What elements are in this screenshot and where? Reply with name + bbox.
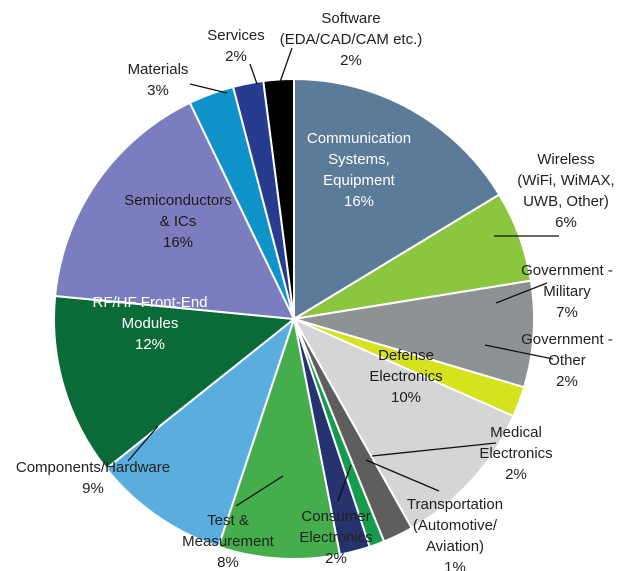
slice-value-label: 6% [555,214,577,231]
slice-value-label: 9% [82,480,104,497]
slice-name-label: Wireless [537,151,595,168]
slice-name-label: (Automotive/ [413,517,498,534]
pie-slice-test-measurement [217,315,342,560]
slice-name-label: Other [548,352,586,369]
slice-value-label: 2% [505,466,527,483]
slice-label-communication-systems-equipment: Communication Systems, Equipment 16% [307,130,411,210]
slice-name-label: Medical [490,424,542,441]
pie-slice-semiconductors-ics [54,101,296,321]
slice-name-label: Aviation) [426,538,484,555]
slice-name-label: Electronics [299,529,372,546]
leader-line-test-measurement [235,475,284,507]
slice-label-rf-hf-front-end-modules: RF/HF Front-End Modules 12% [92,294,207,353]
slice-name-label: UWB, Other) [523,193,609,210]
slice-name-label: Electronics [479,445,552,462]
slice-name-label: Consumer [301,508,370,525]
slice-name-label: Systems, [328,151,390,168]
slice-name-label: Electronics [369,368,442,385]
slice-label-materials: Materials 3% [128,61,189,99]
slice-name-label: Government - [521,262,613,279]
slice-labels: Communication Systems, Equipment 16% Wireles… [16,10,615,571]
slice-name-label: Government - [521,331,613,348]
slice-name-label: Modules [122,315,179,332]
pie-slice-government-military [293,279,535,389]
pie-slice-software-eda-cad-cam-etc [262,77,295,320]
slice-label-semiconductors-ics: Semiconductors & ICs 16% [124,192,232,251]
slice-name-label: Software [321,10,380,27]
slice-label-consumer-electronics: Consumer Electronics 2% [299,508,372,567]
slice-name-label: Measurement [182,533,275,550]
slice-name-label: Test & [207,512,249,529]
slice-name-label: Military [543,283,591,300]
slice-value-label: 2% [340,52,362,69]
slice-value-label: 1% [444,559,466,571]
slice-name-label: Semiconductors [124,192,232,209]
slice-name-label: Components/Hardware [16,459,170,476]
slice-label-government-military: Government - Military 7% [521,262,613,321]
leader-line-consumer-electronics [337,464,352,502]
slice-name-label: (WiFi, WiMAX, [517,172,614,189]
slice-value-label: 16% [344,193,374,210]
slice-value-label: 10% [391,389,421,406]
pie-slice-components-hardware [104,316,297,549]
slice-name-label: (EDA/CAD/CAM etc.) [280,31,423,48]
leader-line-transportation-automotive-aviation [365,459,440,492]
slice-label-software-eda-cad-cam-etc: Software (EDA/CAD/CAM etc.) 2% [280,10,423,69]
slice-value-label: 7% [556,304,578,321]
leader-line-services [249,63,258,85]
slice-name-label: Defense [378,347,434,364]
slice-value-label: 2% [556,373,578,390]
leader-line-government-other [484,344,554,360]
slice-label-transportation-automotive-aviation: Transportation (Automotive/Aviation) 1% [407,496,503,571]
slice-label-government-other: Government - Other 2% [521,331,613,390]
leader-line-government-military [495,282,548,304]
slice-label-wireless-wifi-wimax-uwb-other: Wireless (WiFi, WiMAX, UWB, Other) 6% [517,151,614,231]
slice-value-label: 16% [163,234,193,251]
slice-name-label: & ICs [160,213,197,230]
slice-name-label: Transportation [407,496,503,513]
pie-slice-communication-systems-equipment [293,77,501,321]
slice-name-label: Services [207,27,265,44]
slice-label-services: Services 2% [207,27,265,65]
slice-value-label: 2% [225,48,247,65]
slice-value-label: 8% [217,554,239,571]
slice-label-medical-electronics: Medical Electronics 2% [479,424,552,483]
slice-label-defense-electronics: Defense Electronics 10% [369,347,442,406]
leader-lines [127,47,559,507]
slice-value-label: 2% [325,550,347,567]
slice-name-label: Materials [128,61,189,78]
slice-value-label: 12% [135,336,165,353]
slice-name-label: RF/HF Front-End [92,294,207,311]
slice-name-label: Communication [307,130,411,147]
slice-value-label: 3% [147,82,169,99]
slice-label-components-hardware: Components/Hardware 9% [16,459,170,497]
leader-line-materials [189,83,228,94]
pie-slice-rf-hf-front-end-modules [53,294,297,471]
leader-line-software-eda-cad-cam-etc [279,47,293,83]
leader-line-components-hardware [127,425,159,462]
pie-slices [53,77,535,560]
pie-slice-defense-electronics [291,316,515,530]
slice-label-test-measurement: Test & Measurement 8% [182,512,275,571]
slice-name-label: Equipment [323,172,396,189]
leader-line-medical-electronics [371,442,497,457]
